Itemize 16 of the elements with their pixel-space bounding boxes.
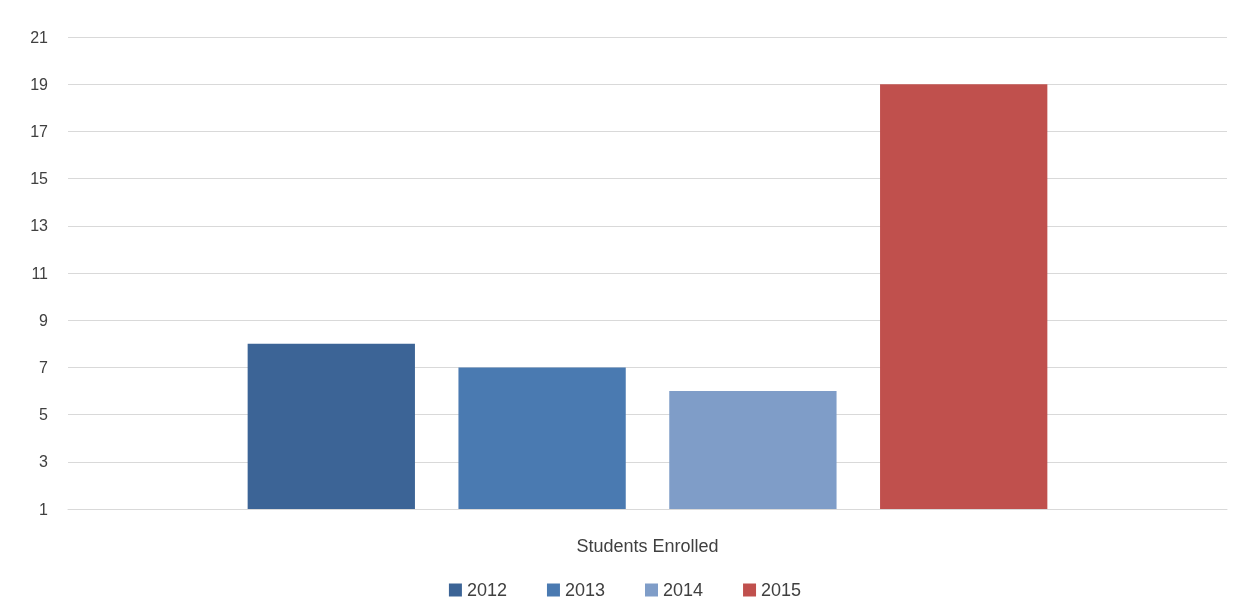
y-tick-label: 15 (30, 170, 49, 188)
y-tick-label: 5 (39, 406, 49, 424)
y-tick-label: 21 (30, 28, 49, 46)
y-tick-label: 7 (39, 358, 49, 376)
y-tick-label: 13 (30, 217, 49, 235)
legend-label: 2015 (761, 580, 802, 600)
legend-label: 2013 (564, 580, 605, 600)
y-tick-label: 17 (30, 122, 49, 140)
y-tick-label: 1 (39, 500, 49, 518)
y-tick-label: 9 (39, 311, 49, 329)
y-tick-label: 11 (31, 264, 49, 282)
y-tick-label: 3 (39, 453, 49, 471)
x-tick-label: Students Enrolled (576, 536, 719, 556)
legend-label: 2012 (466, 580, 507, 600)
y-tick-label: 19 (30, 75, 49, 93)
legend-label: 2014 (663, 580, 704, 600)
